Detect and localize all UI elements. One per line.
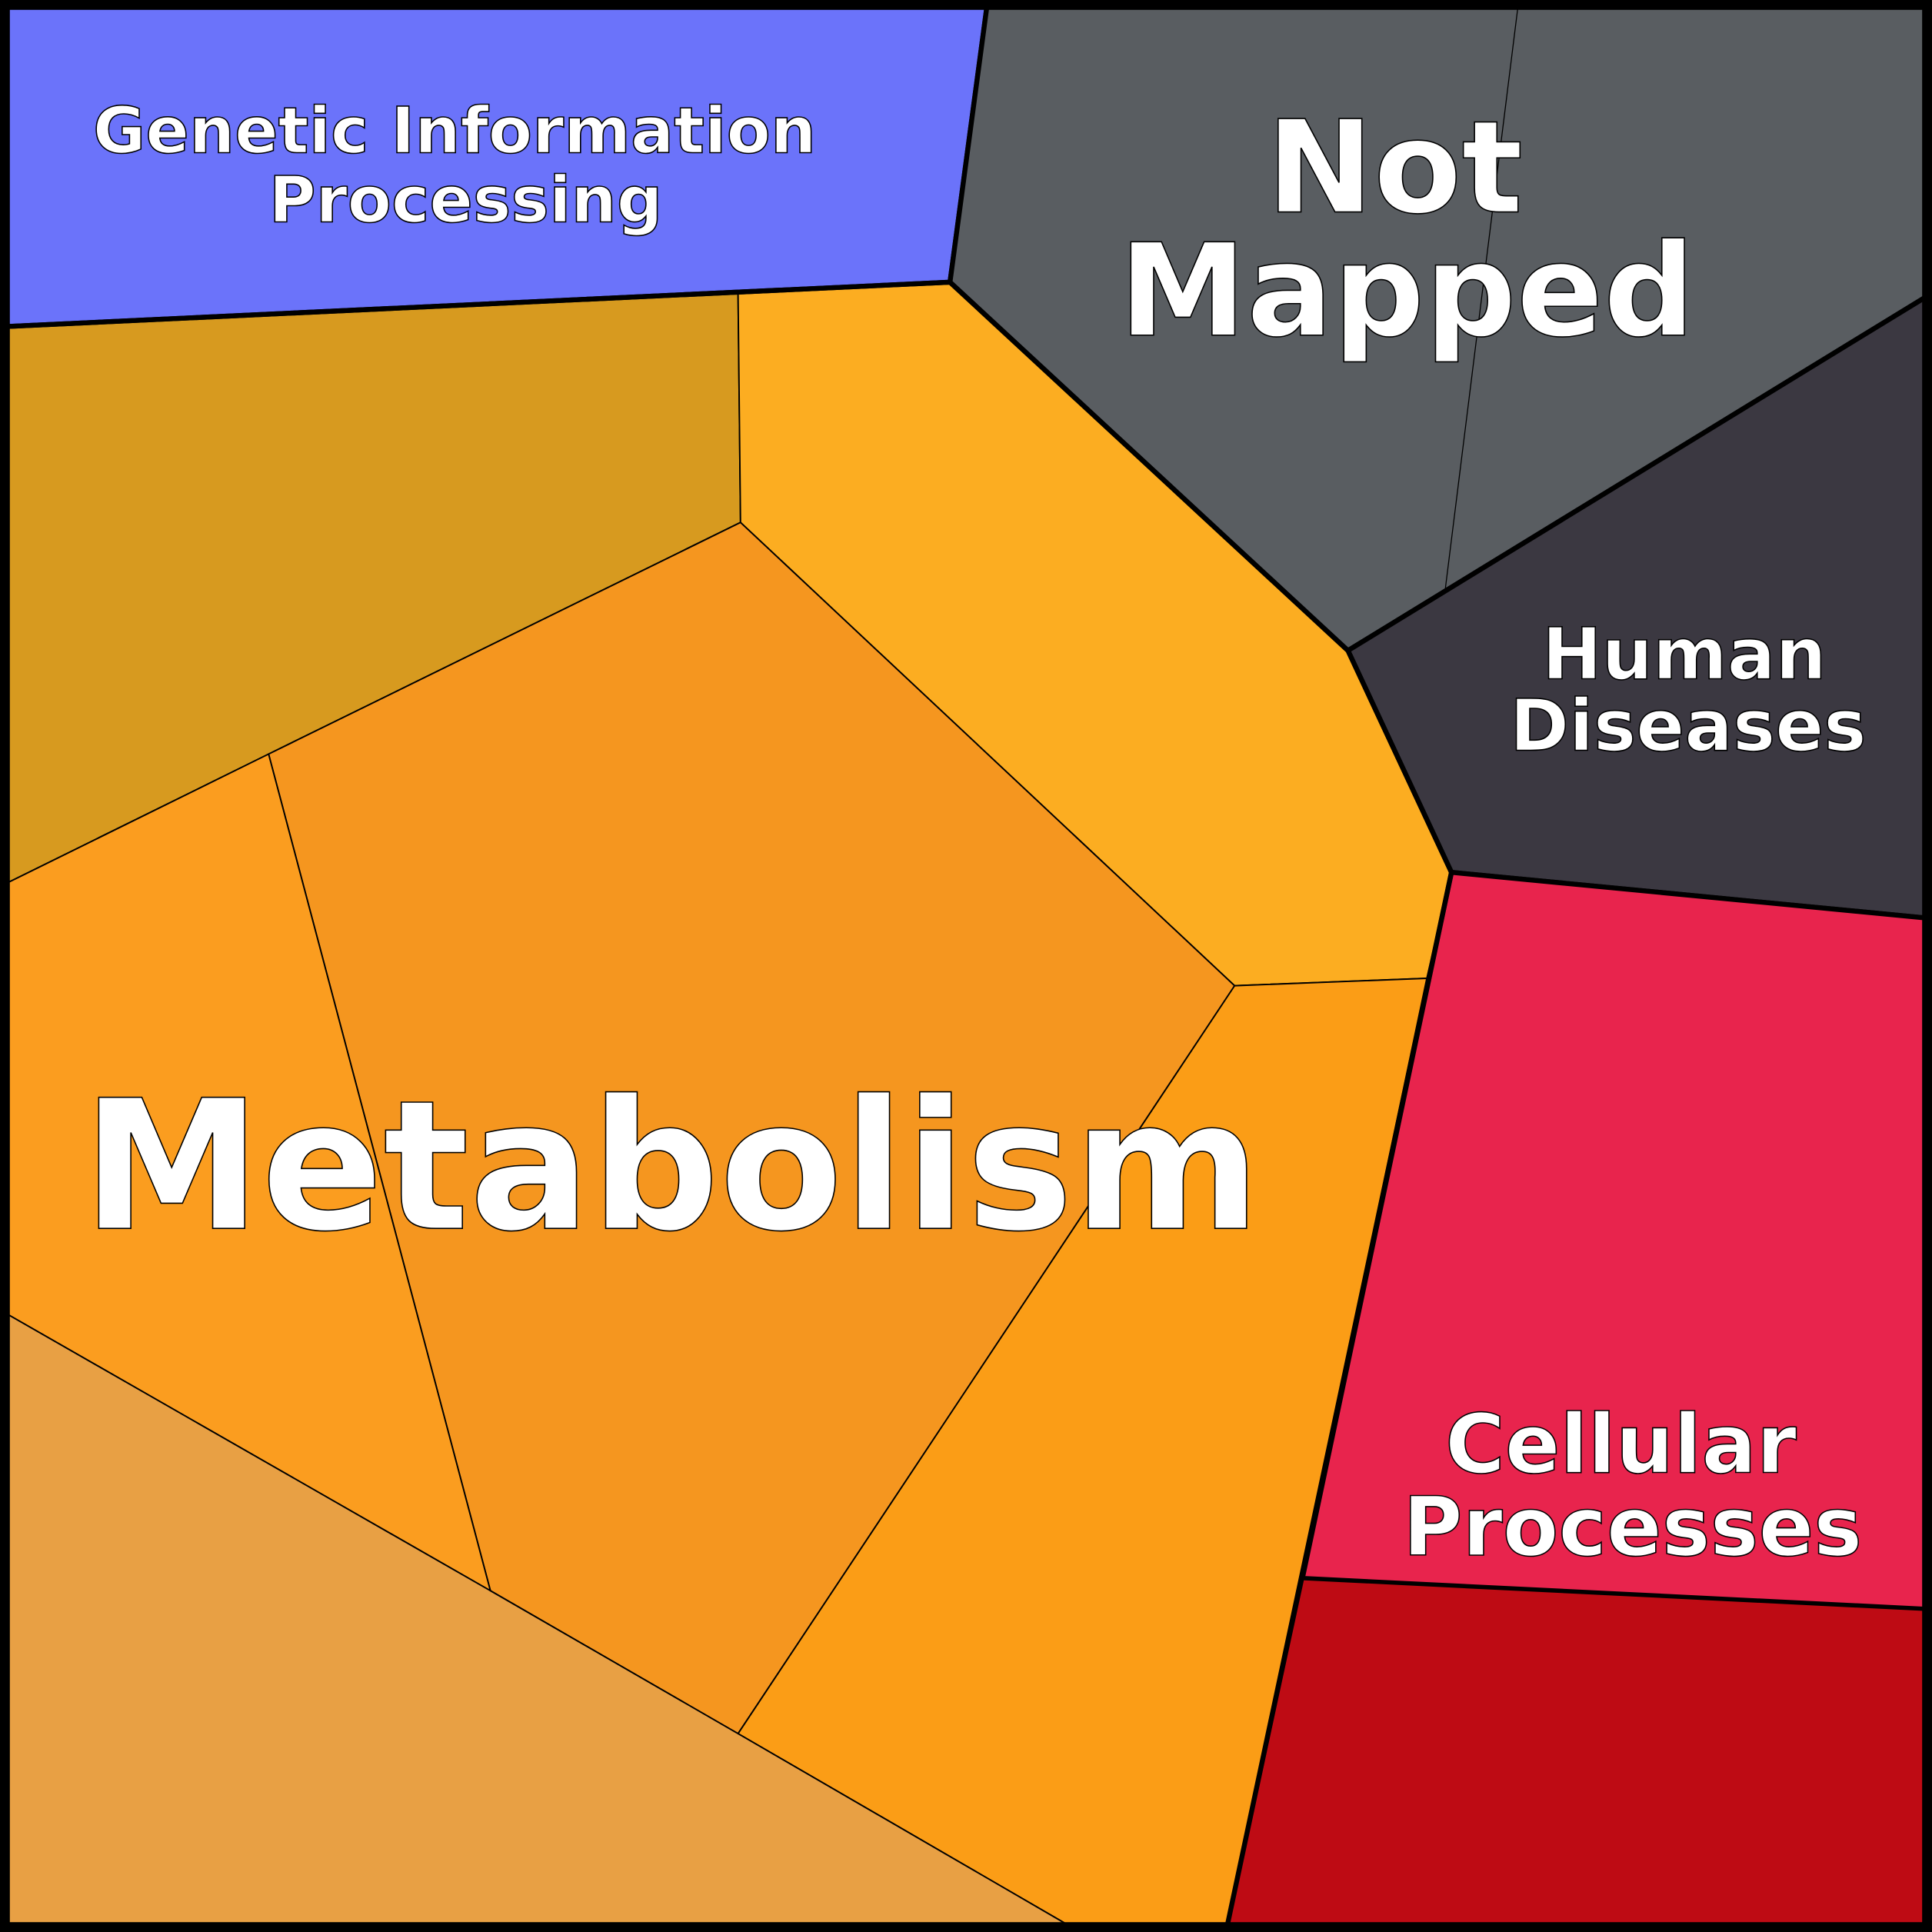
label-line: Diseases	[1510, 685, 1867, 768]
not-mapped-subdivision	[1444, 5, 1519, 589]
label-line: Processes	[1403, 1480, 1862, 1574]
label-line: Metabolism	[82, 1062, 1261, 1271]
label-genetic-information-processing: Genetic Information Processing	[93, 94, 838, 238]
label-line: Processing	[269, 162, 663, 237]
label-line: Mapped	[1119, 217, 1695, 366]
label-cellular-processes: Cellular Processes	[1403, 1397, 1862, 1574]
cell-cellular-processes-bottom	[1224, 1576, 1928, 1928]
label-metabolism: Metabolism	[82, 1062, 1261, 1271]
label-not-mapped: Not Mapped	[1119, 94, 1695, 366]
metabolism-boundary	[5, 279, 1454, 1927]
label-human-diseases: Human Diseases	[1510, 613, 1867, 768]
label-line: Cellular	[1445, 1397, 1797, 1491]
label-line: Genetic Information	[93, 94, 816, 168]
label-line: Human	[1542, 613, 1827, 696]
label-line: Not	[1267, 94, 1524, 243]
